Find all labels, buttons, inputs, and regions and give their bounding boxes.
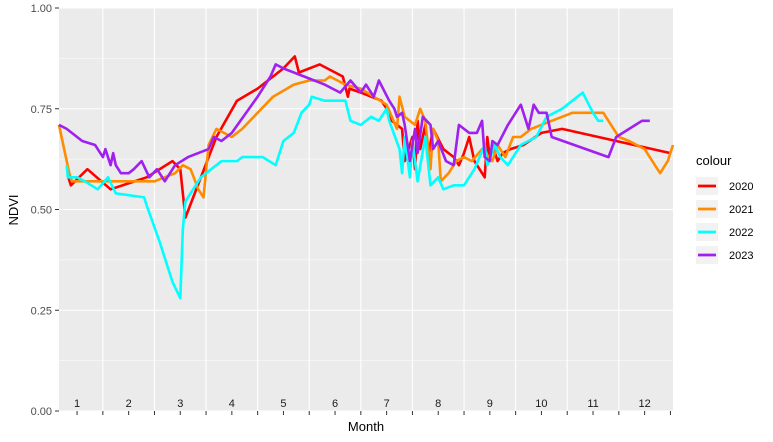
legend-label-2021: 2021	[729, 204, 753, 216]
legend-label-2023: 2023	[729, 250, 753, 262]
month-labels: 1 2 3 4 5 6 7 8 9 10 11 12	[74, 398, 651, 410]
legend-label-2022: 2022	[729, 227, 753, 239]
month-label: 5	[280, 398, 286, 410]
series-lines	[57, 55, 675, 300]
legend-label-2020: 2020	[729, 181, 753, 193]
month-label: 6	[332, 398, 338, 410]
month-label: 9	[487, 398, 493, 410]
month-label: 3	[177, 398, 183, 410]
x-axis-title: Month	[348, 419, 384, 434]
legend: colour 2020 2021 2022 2023	[696, 153, 753, 264]
month-label: 1	[74, 398, 80, 410]
month-label: 10	[535, 398, 547, 410]
y-axis-title: NDVI	[6, 194, 21, 225]
month-label: 4	[229, 398, 235, 410]
y-tick-label: 0.50	[31, 205, 52, 217]
x-axis	[76, 411, 671, 415]
month-label: 12	[638, 398, 650, 410]
legend-title: colour	[696, 153, 732, 168]
month-label: 11	[587, 398, 598, 410]
legend-items: 2020 2021 2022 2023	[696, 177, 753, 264]
y-tick-label: 0.25	[31, 305, 52, 317]
y-tick-label: 0.75	[31, 104, 52, 116]
series-line-2021	[57, 75, 675, 199]
series-line-2023	[58, 63, 650, 183]
series-line-2022	[65, 91, 604, 300]
y-tick-label: 0.00	[31, 406, 52, 418]
grid-lines	[59, 7, 673, 412]
y-axis: 0.00 0.25 0.50 0.75 1.00	[31, 3, 59, 418]
month-label: 2	[126, 398, 132, 410]
y-tick-label: 1.00	[31, 3, 52, 15]
month-label: 7	[384, 398, 390, 410]
month-label: 8	[435, 398, 441, 410]
